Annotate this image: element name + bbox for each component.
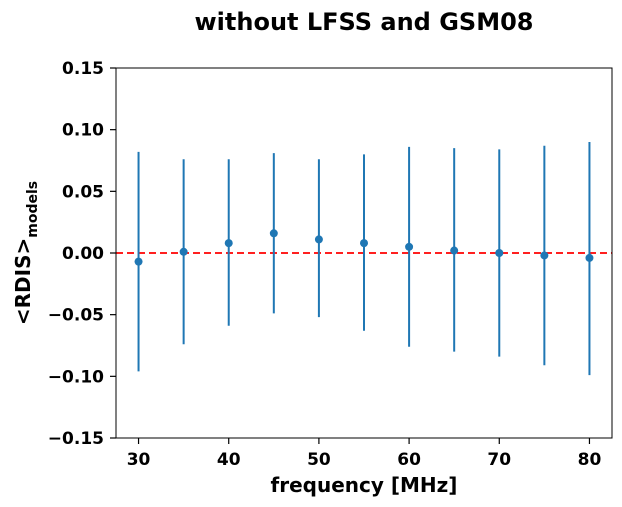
data-point: [179, 247, 188, 256]
x-tick-label: 60: [397, 450, 421, 470]
data-point: [450, 246, 459, 255]
x-tick-label: 80: [578, 450, 602, 470]
data-point: [224, 239, 233, 248]
x-tick-label: 70: [487, 450, 511, 470]
y-axis-label-main: <RDIS>: [11, 238, 35, 325]
x-tick-label: 50: [307, 450, 331, 470]
y-tick-label: −0.05: [48, 306, 104, 326]
x-tick-label: 30: [127, 450, 151, 470]
y-tick-label: −0.15: [48, 429, 104, 449]
chart-title: without LFSS and GSM08: [195, 8, 534, 36]
y-tick-label: 0.15: [62, 59, 104, 79]
x-tick-label: 40: [217, 450, 241, 470]
y-tick-label: 0.00: [62, 244, 104, 264]
x-axis-label: frequency [MHz]: [271, 473, 458, 497]
data-point: [360, 239, 368, 248]
data-point: [540, 251, 549, 260]
data-point: [585, 253, 594, 262]
data-point: [269, 229, 278, 238]
y-axis-label-subscript: models: [25, 181, 41, 238]
y-axis-label: <RDIS>models: [11, 181, 41, 325]
data-point: [495, 249, 504, 257]
plot-frame: [115, 67, 613, 439]
y-tick-label: −0.10: [48, 367, 104, 387]
data-point: [314, 235, 323, 244]
y-tick-label: 0.05: [62, 182, 104, 202]
y-tick-label: 0.10: [62, 121, 104, 141]
data-point: [134, 257, 143, 266]
data-point: [405, 242, 414, 251]
